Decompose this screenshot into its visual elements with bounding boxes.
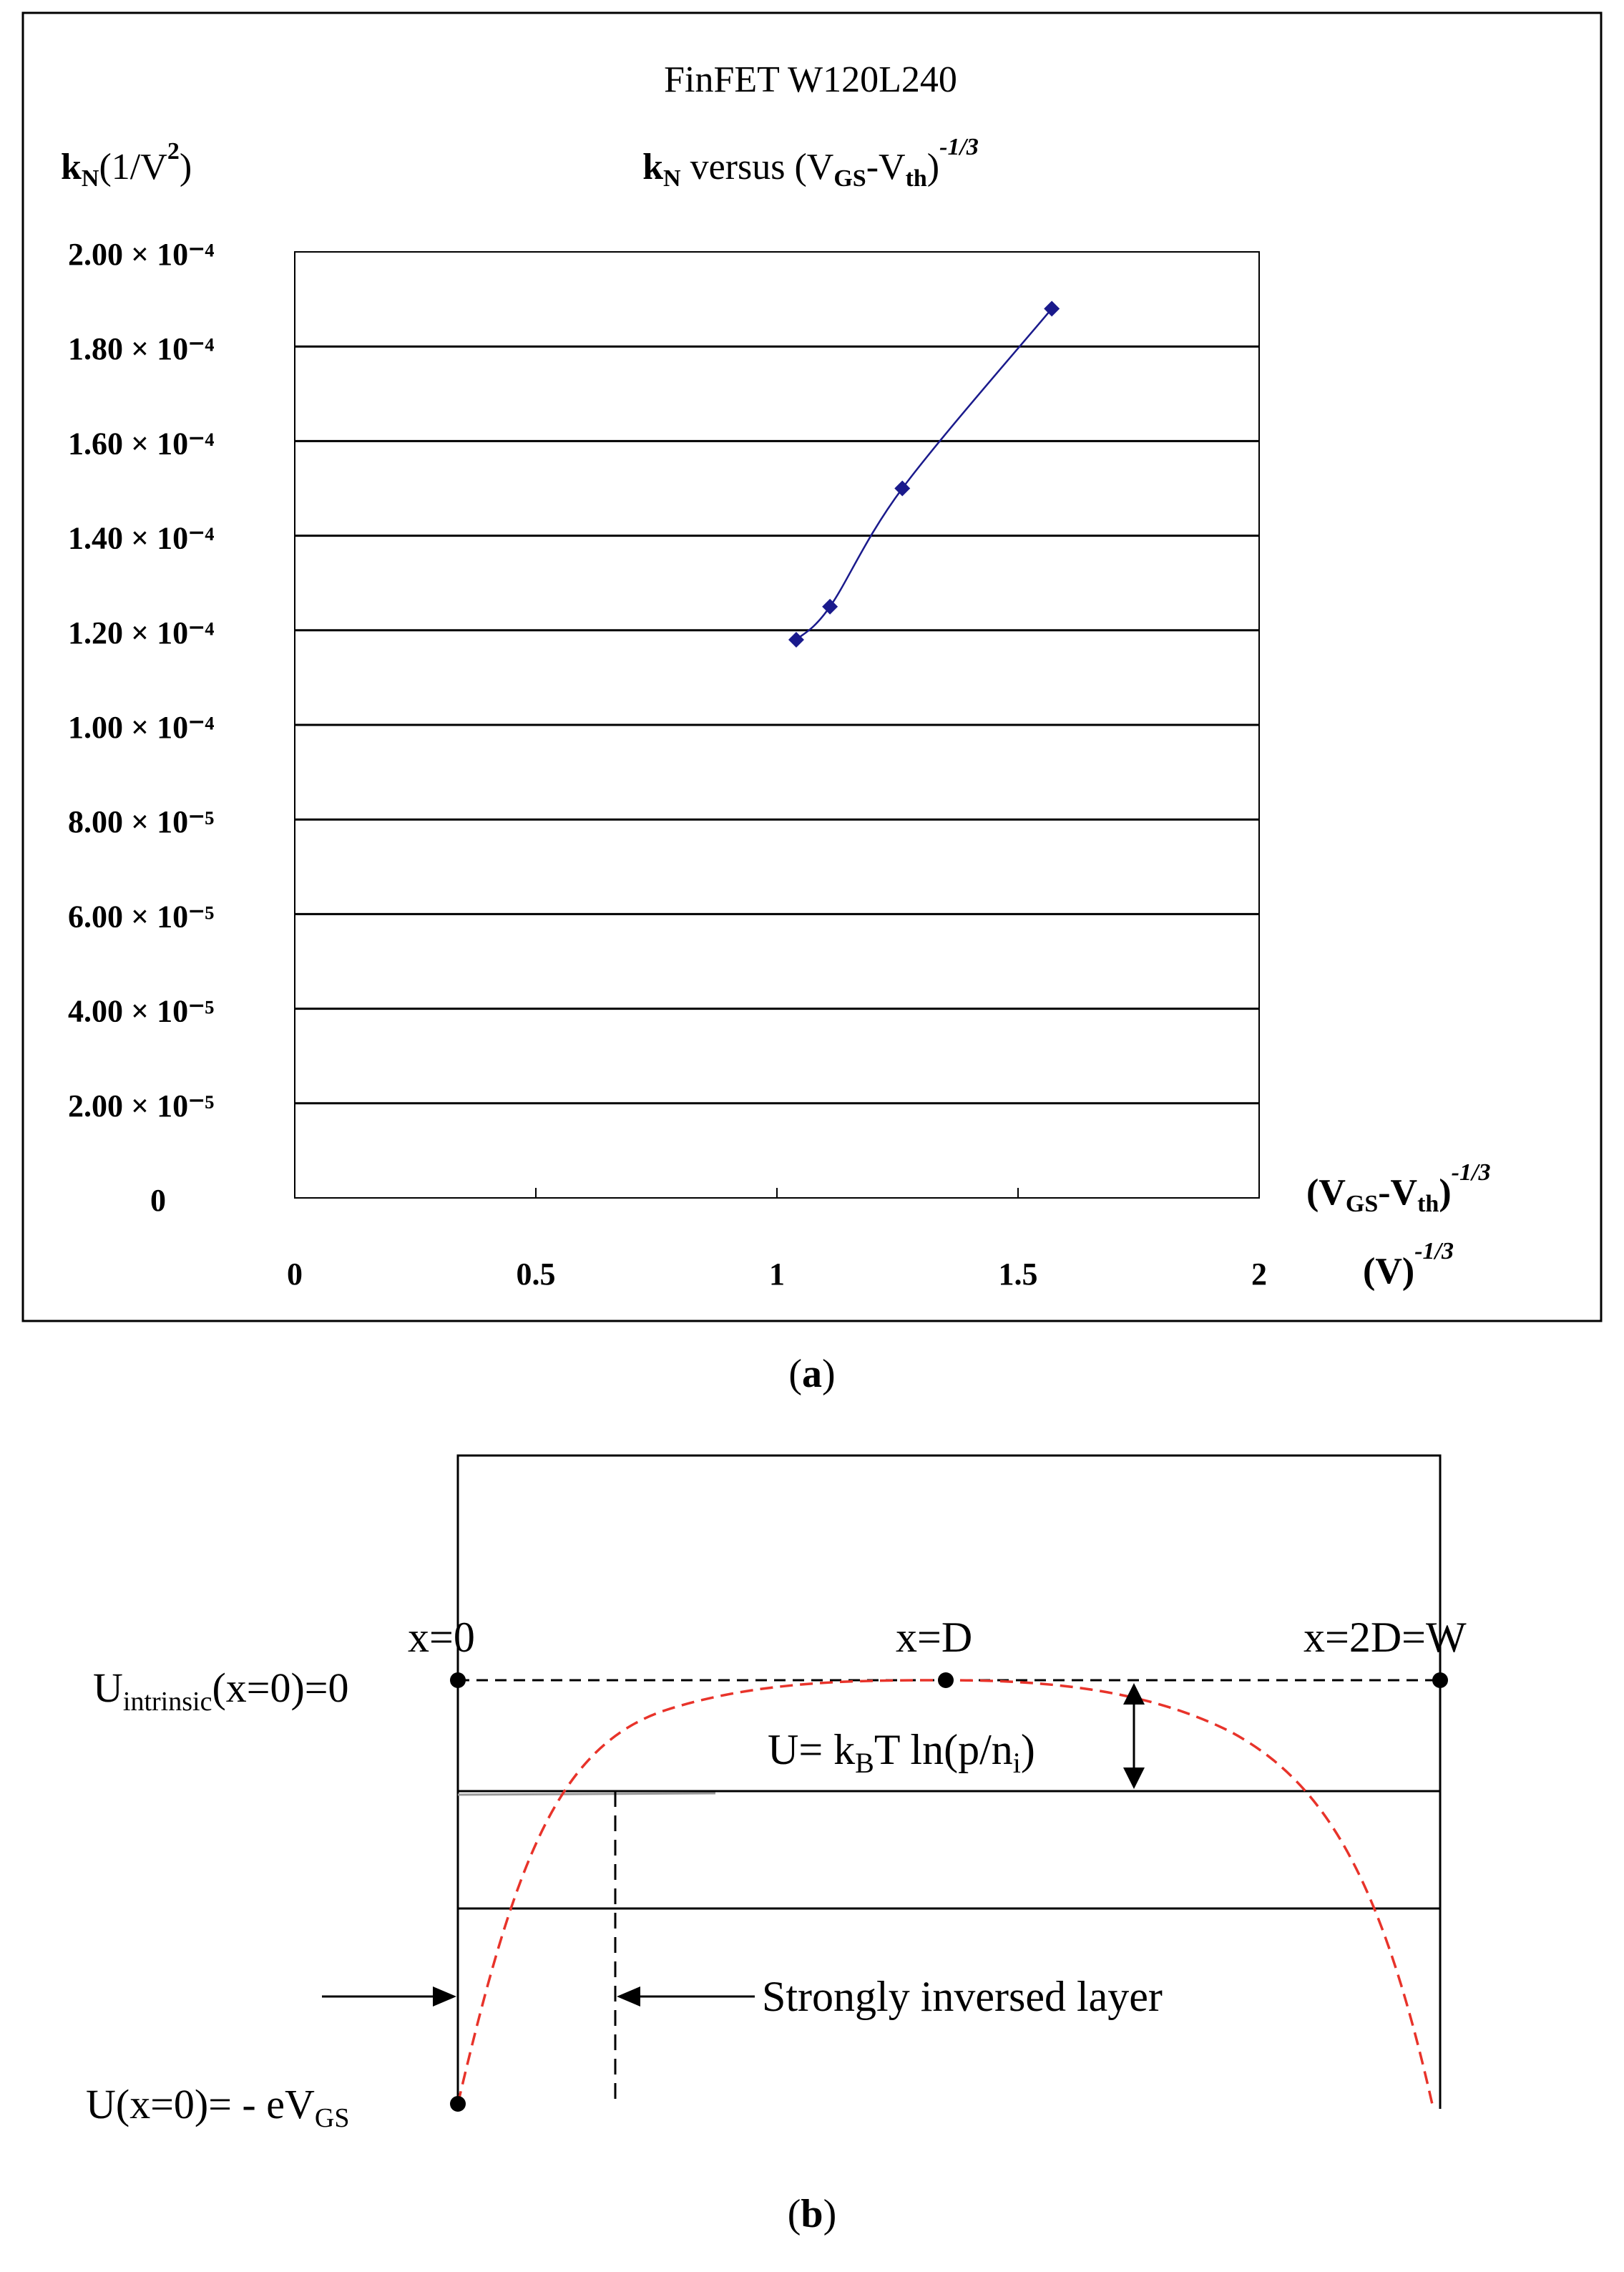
x-tick-label: 0.5	[517, 1257, 556, 1292]
y-tick-label: 1.00 × 10⁻⁴	[68, 710, 215, 745]
point-x0	[450, 1672, 466, 1688]
label-u-formula: U= kBT ln(p/ni)	[768, 1726, 1035, 1779]
label-strong-layer: Strongly inversed layer	[762, 1973, 1163, 2020]
x-axis-unit: (V)-1/3	[1363, 1238, 1454, 1292]
data-point	[822, 598, 838, 615]
point-xD	[938, 1672, 954, 1688]
layer-arrow-head	[617, 1986, 640, 2007]
y-tick-label: 8.00 × 10⁻⁵	[68, 804, 215, 839]
panel-b-label: (b)	[788, 2192, 836, 2236]
y-tick-label: 1.80 × 10⁻⁴	[68, 331, 215, 366]
point-x2D	[1432, 1672, 1448, 1688]
fermi-level-shade	[457, 1792, 716, 1796]
chart-subtitle: kN versus (VGS-Vth)-1/3	[642, 134, 979, 192]
label-x2D: x=2D=W	[1303, 1614, 1467, 1661]
y-tick-label: 1.20 × 10⁻⁴	[68, 615, 215, 650]
series-line	[796, 308, 1053, 640]
y-tick-label: 0	[150, 1183, 166, 1218]
x-axis-label: (VGS-Vth)-1/3	[1306, 1159, 1490, 1217]
label-u-x0: U(x=0)= - eVGS	[86, 2081, 349, 2133]
data-point	[1044, 301, 1060, 317]
data-point	[894, 480, 911, 497]
panel-a-label: (a)	[788, 1352, 835, 1396]
y-tick-label: 1.40 × 10⁻⁴	[68, 521, 215, 556]
point-u-x0	[450, 2096, 466, 2112]
y-tick-label: 1.60 × 10⁻⁴	[68, 426, 215, 461]
x-tick-label: 1	[769, 1257, 785, 1292]
chart-title: FinFET W120L240	[664, 59, 957, 100]
chart-frame	[21, 11, 1603, 1322]
y-tick-label: 4.00 × 10⁻⁵	[68, 994, 215, 1029]
u-arrow-down	[1123, 1768, 1145, 1789]
plot-area: 0 2.00 × 10⁻⁵ 4.00 × 10⁻⁵ 6.00 × 10⁻⁵ 8.00 ×…	[68, 237, 1267, 1292]
band-diagram: x=0 x=D x=2D=W Uintrinsic(x=0)=0 U= kBT …	[86, 1454, 1467, 2133]
wall-arrow-head	[433, 1986, 456, 2007]
x-tick-label: 0	[287, 1257, 303, 1292]
label-x0: x=0	[408, 1614, 475, 1661]
label-u-intrinsic: Uintrinsic(x=0)=0	[93, 1664, 349, 1717]
data-point	[788, 632, 804, 648]
y-tick-label: 2.00 × 10⁻⁵	[68, 1088, 215, 1123]
y-tick-label: 2.00 × 10⁻⁴	[68, 237, 215, 272]
x-tick-label: 1.5	[999, 1257, 1038, 1292]
label-xD: x=D	[896, 1614, 972, 1661]
u-arrow-up	[1123, 1683, 1145, 1705]
x-tick-label: 2	[1251, 1257, 1267, 1292]
y-axis-label: kN(1/V2)	[61, 138, 192, 192]
y-tick-label: 6.00 × 10⁻⁵	[68, 899, 215, 934]
